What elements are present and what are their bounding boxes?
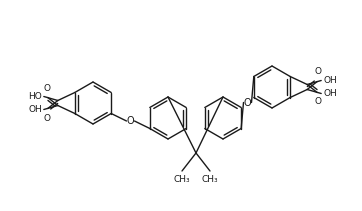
Text: O: O [244,97,251,107]
Text: O: O [315,68,322,77]
Text: OH: OH [323,89,337,98]
Text: CH₃: CH₃ [174,175,190,184]
Text: OH: OH [28,105,42,114]
Text: O: O [43,114,50,123]
Text: CH₃: CH₃ [202,175,218,184]
Text: O: O [315,97,322,107]
Text: O: O [127,116,134,126]
Text: OH: OH [323,76,337,85]
Text: HO: HO [28,92,42,101]
Text: O: O [43,84,50,92]
